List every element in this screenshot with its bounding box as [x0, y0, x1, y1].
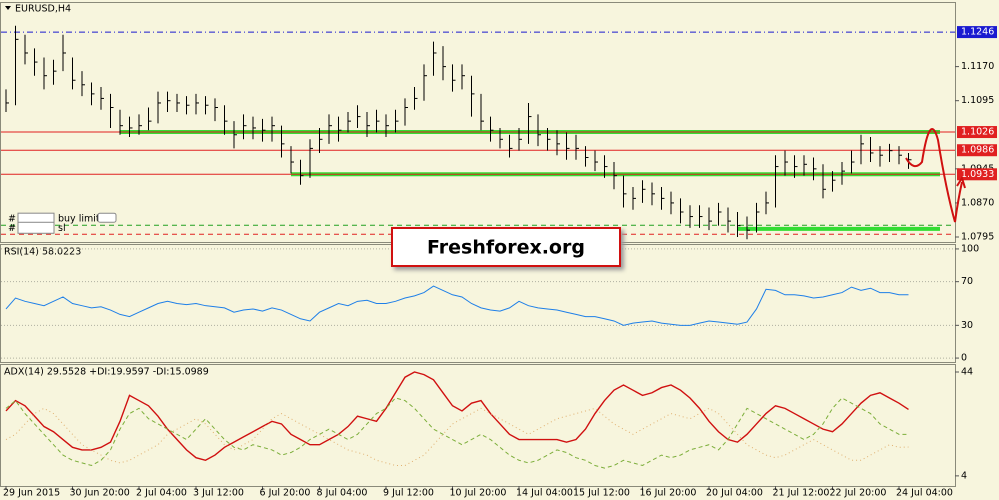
x-tick-label: 16 Jul 20:00	[640, 488, 697, 499]
y-tick-label: 30	[961, 320, 973, 331]
plot: 1.11701.10951.09451.08701.07951.12461.10…	[1, 25, 997, 499]
y-tick-label: 1.1170	[961, 61, 994, 72]
level-label: 1.0986	[961, 145, 994, 156]
x-tick-label: 29 Jun 2015	[3, 488, 60, 499]
x-tick-label: 9 Jul 12:00	[383, 488, 434, 499]
order-mask	[17, 221, 55, 234]
order-marker: #	[8, 214, 16, 225]
x-tick-label: 2 Jul 04:00	[136, 488, 187, 499]
x-tick-label: 30 Jun 20:00	[70, 488, 130, 499]
y-tick-label: 44	[961, 367, 973, 378]
price-title: EURUSD,H4	[15, 4, 71, 15]
series-line	[5, 285, 909, 326]
x-tick-label: 8 Jul 04:00	[317, 488, 368, 499]
x-tick-label: 14 Jul 04:00	[516, 488, 573, 499]
x-tick-label: 15 Jul 12:00	[573, 488, 630, 499]
adx-panel	[0, 364, 956, 487]
x-tick-label: 21 Jul 12:00	[773, 488, 830, 499]
y-tick-label: 100	[961, 243, 979, 254]
y-tick-label: 1.0795	[961, 232, 994, 243]
y-tick-label: 70	[961, 276, 973, 287]
y-tick-label: 4	[961, 470, 967, 481]
level-label: 1.1246	[961, 27, 994, 38]
adx-title: ADX(14) 29.5528 +DI:19.9597 -DI:15.0989	[4, 367, 209, 378]
level-box	[957, 144, 997, 157]
x-tick-label: 6 Jul 20:00	[260, 488, 311, 499]
level-label: 1.1026	[961, 127, 994, 138]
series-line	[5, 397, 909, 469]
order-marker: #	[8, 223, 16, 234]
level-box	[957, 26, 997, 39]
order-label: buy limit	[58, 214, 100, 225]
x-tick-label: 20 Jul 04:00	[706, 488, 763, 499]
y-tick-label: 1.0870	[961, 197, 994, 208]
forecast-arrow	[905, 128, 963, 223]
level-label: 1.0933	[961, 169, 994, 180]
x-tick-label: 10 Jul 20:00	[450, 488, 507, 499]
order-label: sl	[58, 223, 66, 234]
level-box	[957, 168, 997, 181]
watermark-box	[391, 227, 621, 267]
watermark: Freshforex.org	[427, 237, 585, 259]
series-line	[5, 371, 909, 462]
rsi-title: RSI(14) 58.0223	[4, 247, 81, 258]
x-tick-label: 24 Jul 04:00	[896, 488, 953, 499]
y-tick-label: 0	[961, 353, 967, 364]
order-box	[97, 212, 117, 223]
x-tick-label: 22 Jul 20:00	[830, 488, 887, 499]
y-tick-label: 1.1095	[961, 95, 994, 106]
forecast-arrowhead	[956, 175, 966, 189]
x-tick-label: 3 Jul 12:00	[193, 488, 244, 499]
level-box	[957, 126, 997, 139]
menu-arrow	[5, 6, 11, 10]
